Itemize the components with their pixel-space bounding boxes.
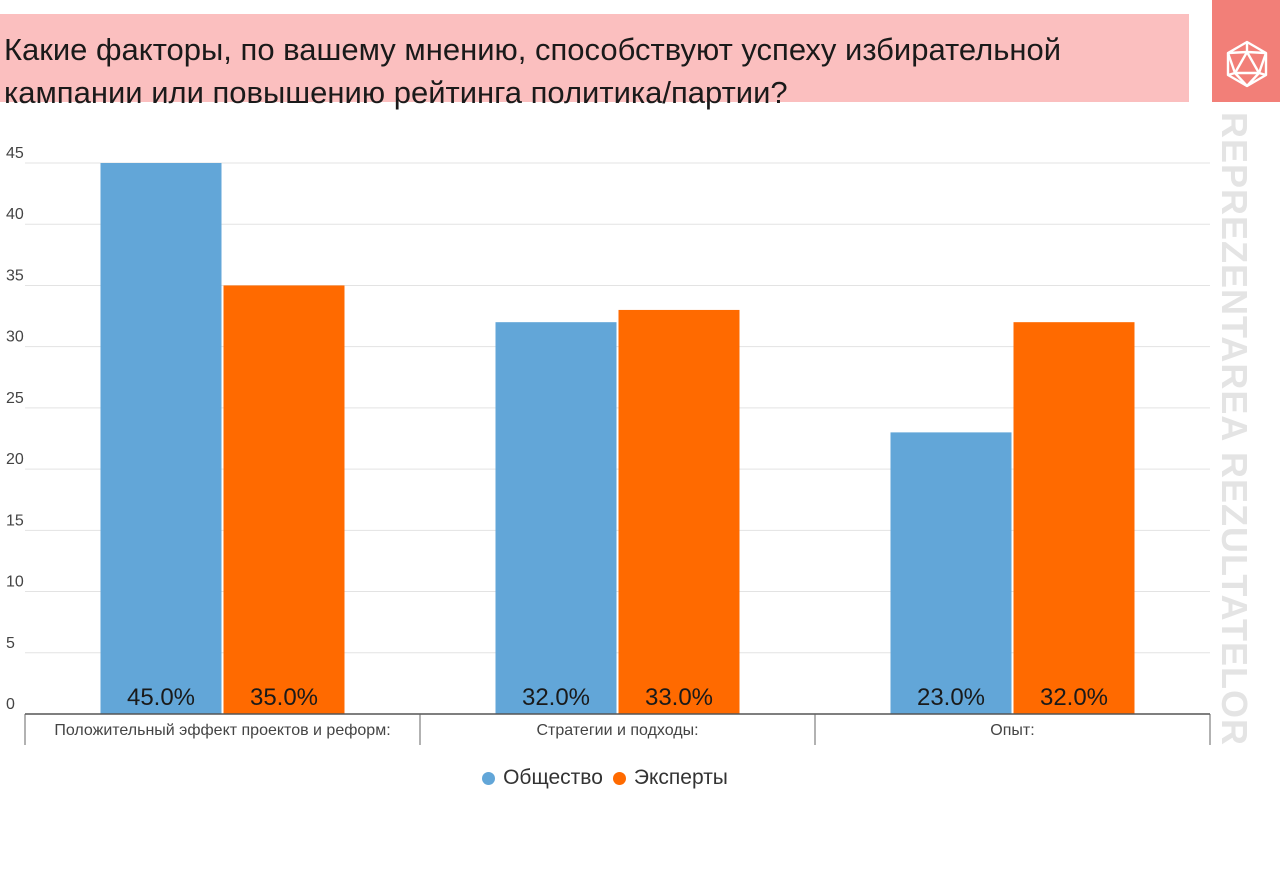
legend-item-experts: Эксперты <box>612 766 728 790</box>
bar <box>495 322 617 714</box>
legend-label: Общество <box>503 766 603 789</box>
legend: Общество Эксперты <box>0 766 1210 790</box>
x-tick-label: Стратегии и подходы: <box>536 722 698 739</box>
legend-dot-icon <box>482 771 496 785</box>
y-tick-label: 25 <box>6 390 24 407</box>
title-banner: Какие факторы, по вашему мнению, способс… <box>0 14 1189 110</box>
bar <box>890 432 1012 714</box>
y-tick-label: 10 <box>6 574 24 591</box>
bar <box>100 163 222 714</box>
legend-item-society: Общество <box>482 766 603 790</box>
y-tick-label: 0 <box>6 696 15 713</box>
data-label: 35.0% <box>250 684 318 711</box>
data-label: 33.0% <box>645 684 713 711</box>
legend-dot-icon <box>612 771 626 785</box>
bar-chart: 0 5 10 15 20 25 30 35 40 45 45.0% 32.0% 23.0% 35.0% 33… <box>6 145 1211 745</box>
legend-label: Эксперты <box>633 766 728 789</box>
y-tick-label: 35 <box>6 267 24 284</box>
brand-block <box>1212 0 1280 102</box>
bar <box>223 285 345 714</box>
brand-text: REPREZENTAREA REZULTATELOR <box>1214 112 1255 746</box>
data-label: 23.0% <box>917 684 985 711</box>
data-label: 32.0% <box>1040 684 1108 711</box>
y-tick-label: 15 <box>6 512 24 529</box>
y-tick-label: 30 <box>6 329 24 346</box>
y-tick-label: 45 <box>6 145 24 162</box>
chart-title: Какие факторы, по вашему мнению, способс… <box>4 32 1062 110</box>
polyhedron-icon <box>1226 40 1268 88</box>
data-label: 45.0% <box>127 684 195 711</box>
x-tick-label: Опыт: <box>990 722 1034 739</box>
bar <box>618 309 740 714</box>
y-tick-label: 20 <box>6 451 24 468</box>
x-tick-label: Положительный эффект проектов и реформ: <box>54 722 390 739</box>
data-label: 32.0% <box>522 684 590 711</box>
bar <box>1013 322 1135 714</box>
y-tick-label: 5 <box>6 635 15 652</box>
y-tick-label: 40 <box>6 206 24 223</box>
